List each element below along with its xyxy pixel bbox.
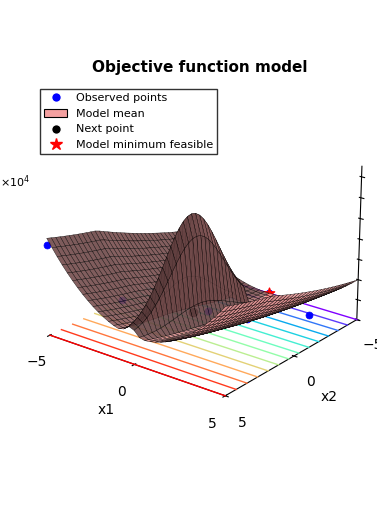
Legend: Observed points, Model mean, Next point, Model minimum feasible: Observed points, Model mean, Next point,… — [40, 89, 217, 155]
Title: Objective function model: Objective function model — [92, 60, 308, 75]
Text: $\times 10^4$: $\times 10^4$ — [0, 174, 30, 190]
X-axis label: x1: x1 — [98, 403, 115, 417]
Y-axis label: x2: x2 — [321, 391, 338, 404]
